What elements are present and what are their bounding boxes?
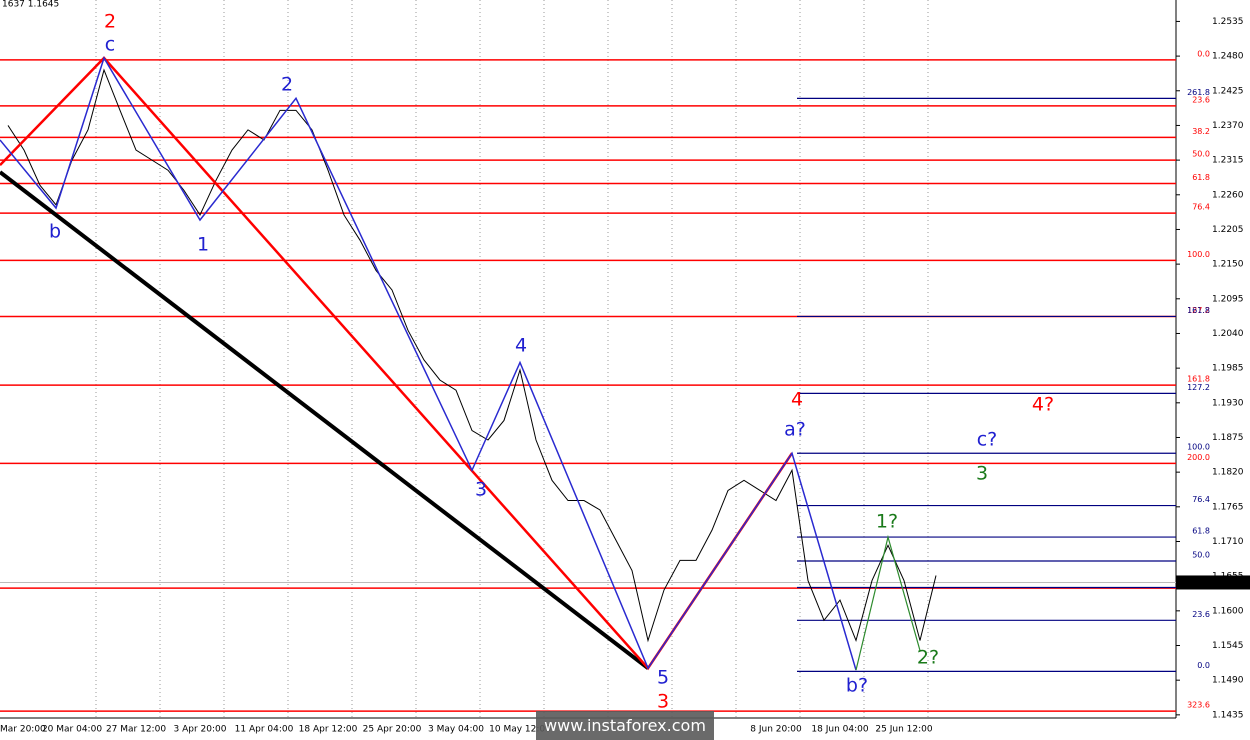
fib-label: 38.2 (1192, 127, 1210, 136)
x-tick-label: 3 Apr 20:00 (174, 725, 227, 735)
y-tick-label: 1.1490 (1212, 676, 1244, 686)
fib-label: 50.0 (1192, 551, 1210, 560)
fib-label: 127.2 (1187, 306, 1210, 315)
x-tick-label: 11 Apr 04:00 (235, 725, 294, 735)
y-tick-label: 1.2095 (1212, 294, 1244, 304)
fib-label: 261.8 (1187, 88, 1210, 97)
y-tick-label: 1.1820 (1212, 468, 1244, 478)
y-tick-label: 1.1435 (1212, 710, 1244, 720)
y-tick-label: 1.1765 (1212, 502, 1244, 512)
price-box (1176, 575, 1250, 590)
wave-label: 3 (475, 479, 487, 501)
y-tick-label: 1.2150 (1212, 260, 1244, 270)
y-tick-label: 1.1600 (1212, 606, 1244, 616)
fib-label: 100.0 (1187, 250, 1210, 259)
wave-label: a? (784, 419, 806, 441)
fib-label: 0.0 (1197, 49, 1210, 58)
y-tick-label: 1.2535 (1212, 17, 1244, 27)
watermark: www.instaforex.com (536, 711, 714, 740)
wave-label: 4? (1032, 394, 1054, 416)
price-line (7, 68, 937, 643)
wave-label: 2 (281, 74, 293, 96)
x-tick-label: 25 Jun 12:00 (875, 725, 932, 735)
fib-label: 23.6 (1192, 610, 1210, 619)
fib-label: 100.0 (1187, 443, 1210, 452)
y-tick-label: 1.1545 (1212, 641, 1244, 651)
y-tick-label: 1.2425 (1212, 86, 1244, 96)
wave-label: c (105, 34, 115, 56)
y-tick-label: 1.2480 (1212, 52, 1244, 62)
price-box-label: 1.1645 (1212, 578, 1244, 588)
fib-label: 161.8 (1187, 375, 1210, 384)
fib-label: 323.6 (1187, 701, 1210, 710)
wave-label: 4 (515, 335, 527, 357)
fib-label: 61.8 (1192, 527, 1210, 536)
x-tick-label: 18 Jun 04:00 (811, 725, 868, 735)
wave-label: 5 (657, 667, 669, 689)
x-tick-label: 10 May 12:00 (489, 725, 551, 735)
x-tick-label: 20 Mar 04:00 (42, 725, 102, 735)
y-tick-label: 1.2205 (1212, 225, 1244, 235)
wave-label: b? (846, 675, 868, 697)
wave-label: c? (977, 429, 998, 451)
x-tick-label: 8 Jun 20:00 (750, 725, 802, 735)
x-tick-label: 3 May 04:00 (428, 725, 484, 735)
x-tick-label: 18 Apr 12:00 (299, 725, 358, 735)
header: 1637 1.1645 (2, 0, 59, 10)
fib-label: 61.8 (1192, 173, 1210, 182)
y-tick-label: 1.2040 (1212, 329, 1244, 339)
y-tick-label: 1.1930 (1212, 398, 1244, 408)
fib-label: 127.2 (1187, 383, 1210, 392)
wave-label: 4 (791, 389, 803, 411)
x-tick-label: 25 Apr 20:00 (363, 725, 422, 735)
x-tick-label: 27 Mar 12:00 (106, 725, 166, 735)
wave-label: 2 (104, 11, 116, 33)
y-tick-label: 1.2260 (1212, 190, 1244, 200)
fib-label: 76.4 (1192, 495, 1210, 504)
fib-label: 0.0 (1197, 661, 1210, 670)
wave-line (0, 56, 857, 671)
y-tick-label: 1.1710 (1212, 537, 1244, 547)
y-tick-label: 1.2370 (1212, 121, 1244, 131)
y-tick-label: 1.2315 (1212, 156, 1244, 166)
wave-line (0, 170, 650, 670)
wave-label: 3 (657, 691, 669, 713)
fib-label: 50.0 (1192, 150, 1210, 159)
x-tick-label: Mar 20:00 (0, 725, 46, 735)
wave-label: 1? (876, 511, 898, 533)
y-tick-label: 1.1875 (1212, 433, 1244, 443)
fib-label: 161.8 (1187, 306, 1210, 315)
fib-label: 200.0 (1187, 453, 1210, 462)
wave-label: 2? (917, 647, 939, 669)
fib-label: 23.6 (1192, 95, 1210, 104)
wave-label: b (49, 221, 61, 243)
y-tick-label: 1.1985 (1212, 364, 1244, 374)
wave-label: 3 (976, 463, 988, 485)
wave-line (855, 534, 921, 671)
fib-label: 76.4 (1192, 203, 1210, 212)
wave-label: 1 (197, 234, 209, 256)
